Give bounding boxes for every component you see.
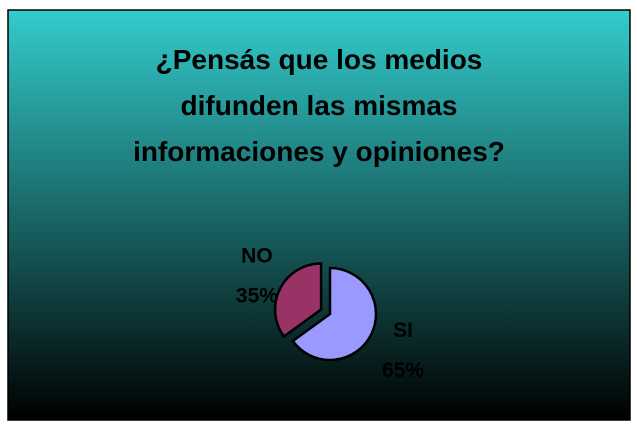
slice-value-label: 35% (236, 284, 278, 307)
slice-value-label: 65% (382, 359, 424, 382)
chart-title: ¿Pensás que los medios difunden las mism… (133, 44, 505, 167)
pie-slice (291, 266, 378, 362)
slice-label: SI (393, 319, 413, 342)
pie-slice (273, 262, 323, 339)
slice-label: NO (241, 244, 273, 267)
